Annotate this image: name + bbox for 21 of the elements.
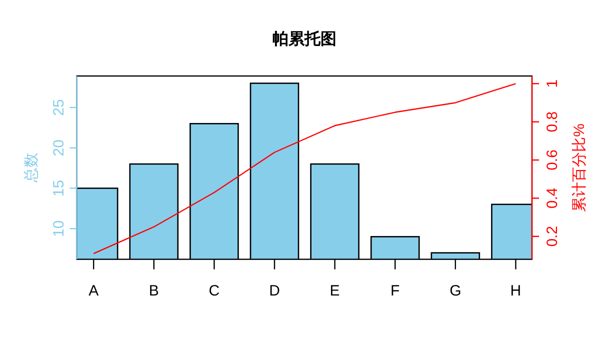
line-series	[92, 83, 516, 254]
y2-tick-label: 0.4	[544, 188, 561, 209]
x-tick-label: A	[88, 282, 99, 300]
x-tick-label: E	[330, 282, 340, 300]
y2-tick-label: 1	[544, 79, 561, 88]
x-tick-label: B	[148, 282, 159, 300]
x-tick-label: H	[510, 282, 522, 300]
y-tick-label: 15	[50, 180, 68, 197]
y2-axis-title: 累计百分比%	[571, 123, 588, 212]
x-tick-label: C	[208, 282, 220, 300]
y2-tick-label: 0.8	[544, 111, 561, 132]
chart-title: 帕累托图	[272, 30, 336, 48]
y2-tick-label: 0.6	[544, 150, 561, 170]
x-tick-label: G	[450, 282, 462, 300]
y-tick-label: 25	[50, 99, 68, 116]
y-tick-label: 10	[50, 220, 68, 237]
x-tick-label: D	[269, 282, 280, 300]
y-tick-label: 20	[50, 140, 68, 156]
y2-tick-label: 0.2	[544, 226, 561, 247]
y-axis-title: 总数	[23, 152, 40, 184]
x-tick-label: F	[390, 282, 400, 300]
